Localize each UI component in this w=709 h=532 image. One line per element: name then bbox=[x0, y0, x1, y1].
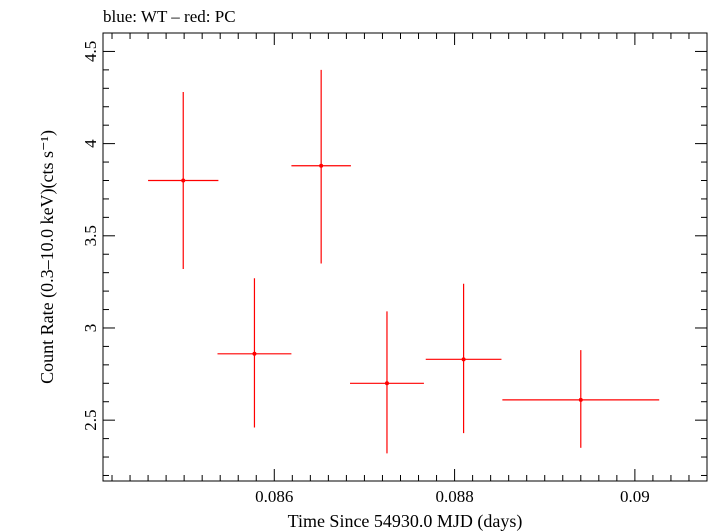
axis-ticks bbox=[103, 32, 708, 481]
data-points bbox=[148, 69, 660, 454]
chart-title: blue: WT – red: PC bbox=[103, 7, 236, 26]
y-tick-label: 3.5 bbox=[81, 225, 100, 246]
y-tick-label: 3 bbox=[81, 324, 100, 333]
data-point bbox=[148, 91, 219, 269]
x-tick-label: 0.086 bbox=[255, 487, 293, 506]
data-marker bbox=[384, 381, 389, 386]
data-point bbox=[350, 311, 424, 454]
y-tick-labels: 2.5 3 3.5 4 4.5 bbox=[81, 41, 100, 431]
data-marker bbox=[578, 397, 583, 402]
data-point bbox=[217, 278, 292, 428]
y-tick-label: 4 bbox=[81, 139, 100, 148]
x-tick-labels: 0.086 0.088 0.09 bbox=[255, 487, 650, 506]
y-tick-label: 4.5 bbox=[81, 41, 100, 62]
data-point bbox=[425, 283, 502, 434]
data-point bbox=[502, 350, 660, 448]
x-axis-label: Time Since 54930.0 MJD (days) bbox=[288, 511, 523, 532]
x-tick-label: 0.09 bbox=[620, 487, 650, 506]
data-point bbox=[291, 69, 351, 264]
y-tick-label: 2.5 bbox=[81, 410, 100, 431]
y-axis-label: Count Rate (0.3–10.0 keV)(cts s⁻¹) bbox=[37, 130, 58, 384]
data-marker bbox=[181, 178, 186, 183]
x-tick-label: 0.088 bbox=[435, 487, 473, 506]
data-marker bbox=[252, 351, 257, 356]
data-marker bbox=[319, 163, 324, 168]
data-marker bbox=[461, 357, 466, 362]
plot-frame bbox=[102, 32, 708, 482]
